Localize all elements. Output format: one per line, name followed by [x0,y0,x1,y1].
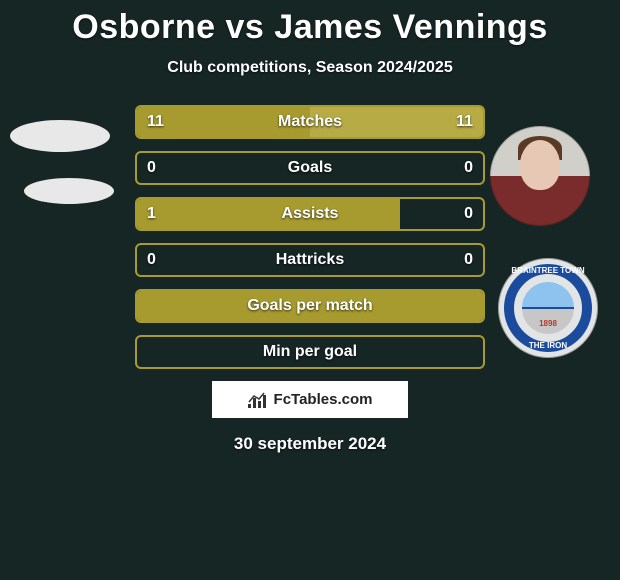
credit-text: FcTables.com [274,391,373,408]
stat-bar: Assists10 [135,197,485,231]
stat-bar-label: Min per goal [137,337,483,367]
stat-bar-label: Hattricks [137,245,483,275]
credit-logo-icon [248,392,268,408]
stat-bar-fill-right [310,107,483,137]
stat-bar: Goals per match [135,289,485,323]
stats-bar-group: Matches1111Goals00Assists10Hattricks00Go… [135,105,485,369]
stat-bar: Min per goal [135,335,485,369]
credit-box: FcTables.com [212,381,408,418]
stat-bar-value-right: 0 [454,245,483,275]
player-right-avatar [490,126,590,226]
stat-bar-fill-left [137,291,483,321]
stat-bar: Matches1111 [135,105,485,139]
club-badge-year: 1898 [498,319,598,328]
stat-bar-value-left: 0 [137,153,166,183]
stat-bar-value-right: 0 [454,153,483,183]
player-left-avatar-bottom [24,178,114,204]
stat-bar-value-right: 0 [454,199,483,229]
stat-bar: Goals0 0 [135,151,485,185]
page-title: Osborne vs James Vennings [0,0,620,47]
date-line: 30 september 2024 [0,434,620,454]
stat-bar-label: Goals [137,153,483,183]
stat-bar: Hattricks0 0 [135,243,485,277]
stat-bar-fill-left [137,199,400,229]
stat-bar-value-left: 0 [137,245,166,275]
club-badge-top-text: BRAINTREE TOWN [498,266,598,275]
stat-bar-fill-left [137,107,310,137]
club-badge-bottom-text: THE IRON [498,341,598,350]
subtitle: Club competitions, Season 2024/2025 [0,59,620,77]
club-badge: BRAINTREE TOWN 1898 THE IRON [498,258,598,358]
player-left-avatar-top [10,120,110,152]
